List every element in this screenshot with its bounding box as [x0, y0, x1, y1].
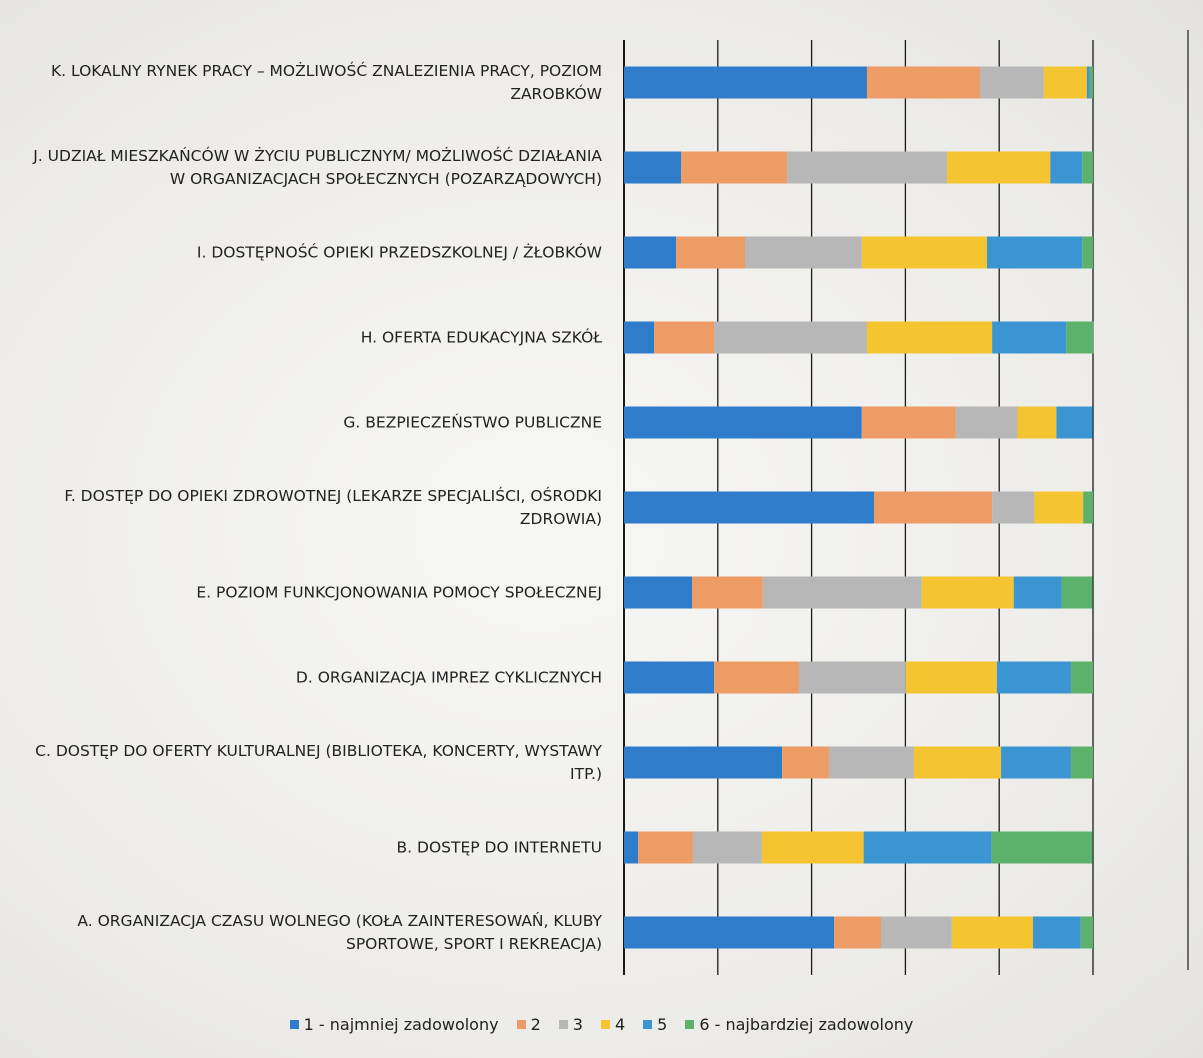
bar-segment — [1050, 151, 1083, 184]
bar-segment — [921, 576, 1014, 609]
bar-segment — [624, 661, 715, 694]
bar-segment — [692, 576, 763, 609]
legend-item: 5 — [643, 1015, 667, 1034]
bar-segment — [1080, 916, 1093, 949]
category-label: C. DOSTĘP DO OFERTY KULTURALNEJ (BIBLIOT… — [35, 741, 602, 783]
legend-item: 3 — [558, 1015, 583, 1034]
bar-segment — [787, 151, 948, 184]
category-label: A. ORGANIZACJA CZASU WOLNEGO (KOŁA ZAINT… — [77, 911, 602, 953]
bar-segment — [1089, 66, 1093, 99]
legend-swatch — [289, 1020, 299, 1029]
bar-segment — [996, 661, 1071, 694]
bar-segment — [1034, 491, 1084, 524]
plot — [623, 30, 1189, 975]
bar-segment — [798, 661, 906, 694]
bar-segment — [1043, 66, 1087, 99]
bar-segment — [947, 151, 1051, 184]
legend-item: 4 — [600, 1015, 626, 1034]
bar-segment — [624, 151, 682, 184]
legend-label: 6 - najbardziej zadowolony — [699, 1015, 914, 1034]
bar-segment — [624, 66, 867, 99]
legend: 1 - najmniej zadowolony 2 3 4 5 6 - najbardzi… — [0, 1015, 1203, 1034]
legend-item: 2 — [516, 1015, 541, 1034]
bar-segment — [1082, 236, 1093, 269]
bar-segment — [624, 746, 783, 779]
bar-segment — [979, 66, 1044, 99]
bar-segment — [905, 661, 997, 694]
bar-segment — [1083, 491, 1093, 524]
category-label: B. DOSTĘP DO INTERNETU — [396, 838, 602, 856]
bar-segment — [676, 236, 746, 269]
category-label: G. BEZPIECZEŃSTWO PUBLICZNE — [343, 413, 602, 431]
bar-segment — [1013, 576, 1062, 609]
legend-swatch — [558, 1020, 568, 1029]
bar-segment — [1032, 916, 1081, 949]
bar-segment — [624, 916, 835, 949]
bar-segment — [1082, 151, 1093, 184]
bar-segment — [624, 321, 655, 354]
bar-segment — [861, 406, 956, 439]
bar-segment — [1017, 406, 1057, 439]
legend-label: 3 — [572, 1015, 583, 1034]
bar-segment — [762, 576, 922, 609]
category-label: E. POZIOM FUNKCJONOWANIA POMOCY SPOŁECZN… — [196, 583, 602, 601]
bar-segment — [692, 831, 762, 864]
legend-swatch — [643, 1020, 653, 1029]
bar-segment — [992, 491, 1035, 524]
bar-segment — [624, 576, 693, 609]
bar-segment — [951, 916, 1033, 949]
bar-segment — [681, 151, 788, 184]
bar-segment — [782, 746, 829, 779]
bar-segment — [654, 321, 715, 354]
bar-segment — [828, 746, 914, 779]
bar-segment — [624, 491, 874, 524]
legend-label: 5 — [657, 1015, 668, 1034]
bar-segment — [714, 321, 867, 354]
bar-segment — [1070, 746, 1093, 779]
category-label: J. UDZIAŁ MIESZKAŃCÓW W ŻYCIU PUBLICZNYM… — [33, 146, 602, 188]
bar-segment — [987, 236, 1083, 269]
bar-segment — [866, 321, 993, 354]
bar-segment — [714, 661, 799, 694]
category-label: F. DOSTĘP DO OPIEKI ZDROWOTNEJ (LEKARZE … — [64, 486, 602, 528]
bar-segment — [991, 831, 1093, 864]
bar-segment — [863, 831, 992, 864]
bar-segment — [913, 746, 1002, 779]
bar-segment — [834, 916, 882, 949]
bar-segment — [745, 236, 862, 269]
bar-segment — [1001, 746, 1071, 779]
bar-segment — [638, 831, 693, 864]
legend-swatch — [600, 1020, 610, 1029]
bar-segment — [1066, 321, 1094, 354]
bar-segment — [866, 66, 980, 99]
bar-segment — [624, 831, 639, 864]
bar-segment — [1070, 661, 1093, 694]
bar-segment — [873, 491, 993, 524]
category-label: H. OFERTA EDUKACYJNA SZKÓŁ — [360, 328, 602, 346]
bar-segment — [761, 831, 864, 864]
legend-item: 1 - najmniej zadowolony — [289, 1015, 499, 1034]
legend-label: 4 — [614, 1015, 626, 1034]
category-label: D. ORGANIZACJA IMPREZ CYKLICZNYCH — [295, 668, 602, 686]
bar-segment — [881, 916, 952, 949]
bar-segment — [624, 406, 862, 439]
legend-label: 2 — [530, 1015, 541, 1034]
legend-label: 1 - najmniej zadowolony — [303, 1015, 499, 1034]
bar-segment — [992, 321, 1067, 354]
bar-segment — [955, 406, 1018, 439]
bar-segment — [1061, 576, 1093, 609]
legend-swatch — [516, 1020, 526, 1029]
legend-item: 6 - najbardziej zadowolony — [685, 1015, 913, 1034]
bar-segment — [624, 236, 677, 269]
category-label: I. DOSTĘPNOŚĆ OPIEKI PRZEDSZKOLNEJ / ŻŁO… — [196, 243, 602, 261]
bar-segment — [1056, 406, 1093, 439]
bar-segment — [1086, 66, 1090, 99]
bar-segment — [861, 236, 988, 269]
category-label: K. LOKALNY RYNEK PRACY – MOŻLIWOŚĆ ZNALE… — [50, 61, 602, 103]
legend-swatch — [685, 1020, 695, 1029]
